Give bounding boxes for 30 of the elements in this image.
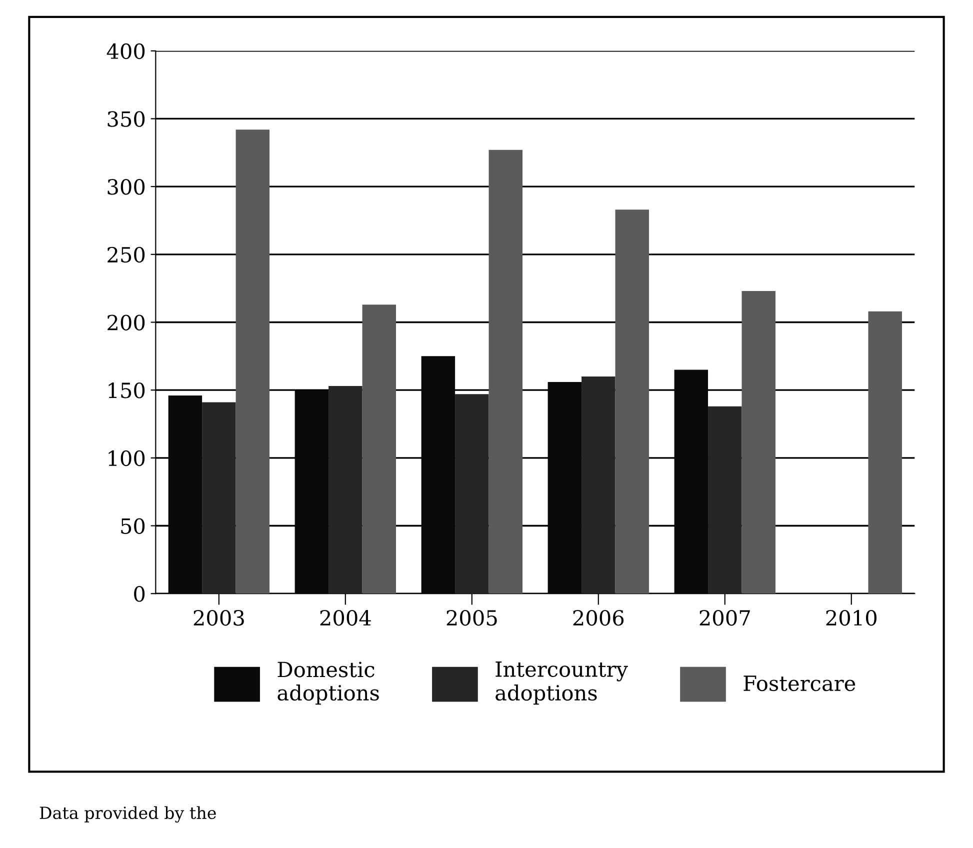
bar — [362, 304, 396, 594]
bar — [488, 150, 522, 594]
legend-label: Intercountry adoptions — [496, 662, 628, 705]
bar — [328, 386, 362, 594]
bar — [582, 376, 616, 594]
bar — [615, 210, 649, 594]
bar — [236, 130, 270, 594]
bar — [742, 291, 776, 594]
x-tick-label: 2003 — [194, 610, 244, 626]
x-tick-label: 2007 — [700, 610, 750, 626]
y-tick-label: 250 — [108, 246, 145, 263]
y-tick-label: 150 — [108, 382, 145, 398]
y-tick-label: 0 — [134, 586, 145, 602]
y-tick-label: 350 — [108, 111, 145, 127]
y-tick-label: 300 — [108, 179, 145, 195]
x-tick-label: 2010 — [826, 610, 876, 626]
bar — [868, 311, 902, 594]
x-tick-label: 2005 — [446, 610, 497, 626]
text: Data provided by the — [40, 806, 216, 823]
x-tick-label: 2004 — [320, 610, 371, 626]
legend-label: Fostercare — [744, 676, 856, 692]
y-tick-label: 200 — [108, 314, 145, 330]
y-tick-label: 100 — [108, 450, 145, 466]
y-tick-label: 50 — [121, 518, 145, 534]
bar — [708, 406, 742, 594]
y-tick-label: 400 — [106, 43, 145, 60]
bar — [202, 402, 236, 594]
bar — [455, 394, 489, 594]
legend-label: Domestic adoptions — [278, 662, 379, 705]
x-tick-label: 2006 — [573, 610, 624, 626]
